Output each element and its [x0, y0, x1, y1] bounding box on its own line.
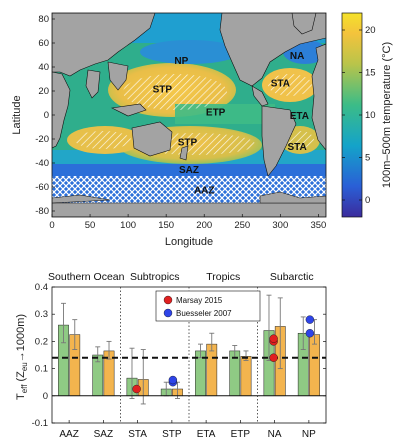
- bar-chart: Southern Ocean Subtropics Tropics Subarctic…: [15, 271, 327, 440]
- region-label-saz: SAZ: [179, 165, 199, 176]
- region-label-eta: ETA: [290, 111, 309, 122]
- region-label-etp: ETP: [206, 107, 226, 118]
- bar-etp-s2: [240, 356, 252, 397]
- colorbar-tick-label: 15: [365, 68, 376, 79]
- marker-buesseler-np: [305, 329, 315, 338]
- category-label-sta: STA: [128, 429, 147, 440]
- category-label-stp: STP: [162, 429, 182, 440]
- bar-y-tick-label: 0.1: [35, 364, 48, 375]
- literature-markers: [132, 315, 315, 394]
- bar-y-label: Teff(Zeu→1000m): [15, 314, 29, 400]
- map-y-tick-label: 80: [38, 14, 49, 25]
- map-y-tick-label: -60: [35, 182, 49, 193]
- marker-buesseler-np: [305, 315, 315, 324]
- map-x-tick-label: 0: [49, 220, 54, 231]
- category-label-na: NA: [268, 429, 282, 440]
- temperature-map: 0 50 100 150 200 250 300 350 806040200-20-40-60…: [11, 12, 327, 248]
- bar-eta-s2: [206, 343, 218, 397]
- map-y-label: Latitude: [11, 95, 23, 134]
- group-label: Southern Ocean: [48, 271, 125, 283]
- group-label: Tropics: [206, 271, 240, 283]
- group-label: Subtropics: [130, 271, 180, 283]
- bar-y-tick-label: 0.3: [35, 309, 48, 320]
- marker-buesseler-stp: [168, 375, 178, 385]
- map-y-ticks: 80 60 40 20 0 -20 -40 -60 -80: [35, 14, 55, 217]
- category-label-saz: SAZ: [94, 429, 113, 440]
- group-separators: [120, 287, 258, 423]
- legend: Marsay 2015 Buesseler 2007: [155, 290, 261, 322]
- region-labels: NP NA STA STP ETP ETA STP STA SAZ AAZ: [153, 51, 309, 196]
- map-y-tick-label: -80: [35, 206, 49, 217]
- legend-label-marsay: Marsay 2015: [176, 296, 223, 305]
- region-label-sta: STA: [287, 142, 306, 153]
- legend-box: [155, 290, 261, 322]
- map-y-tick-label: 20: [38, 86, 49, 97]
- bar-y-tick-label: 0.2: [35, 336, 48, 347]
- colorbar-tick-label: 20: [365, 25, 376, 36]
- bars: [58, 294, 320, 405]
- map-x-tick-label: 200: [196, 220, 212, 231]
- map-x-tick-label: 100: [120, 220, 136, 231]
- legend-label-buesseler: Buesseler 2007: [176, 309, 232, 318]
- colorbar-tick-label: 0: [365, 195, 370, 206]
- map-y-tick-label: -40: [35, 158, 49, 169]
- colorbar-label: 100m–500m temperature (°C): [381, 42, 393, 188]
- group-label: Subarctic: [270, 271, 314, 283]
- marker-marsay-na: [269, 334, 278, 343]
- bar-y-tick-label: 0: [43, 391, 48, 402]
- map-x-ticks: 0 50 100 150 200 250 300 350: [49, 214, 326, 231]
- map-x-tick-label: 150: [158, 220, 174, 231]
- map-y-tick-label: 60: [38, 38, 49, 49]
- category-label-eta: ETA: [197, 429, 216, 440]
- legend-marker-marsay: [163, 295, 173, 305]
- map-x-tick-label: 250: [234, 220, 250, 231]
- marker-marsay-na: [269, 353, 278, 362]
- category-label-aaz: AAZ: [59, 429, 78, 440]
- colorbar-tick-label: 5: [365, 153, 370, 164]
- category-label-etp: ETP: [231, 429, 251, 440]
- region-label-stp: STP: [153, 85, 173, 96]
- map-x-tick-label: 50: [85, 220, 96, 231]
- map-x-tick-label: 300: [272, 220, 288, 231]
- bar-y-tick-label: -0.1: [32, 418, 48, 429]
- category-labels: AAZ SAZ STA STP ETA ETP NA NP: [59, 420, 316, 440]
- group-labels: Southern Ocean Subtropics Tropics Subarctic: [48, 271, 314, 283]
- colorbar-tick-label: 10: [365, 110, 376, 121]
- land: [52, 13, 326, 217]
- region-label-np: NP: [174, 56, 188, 67]
- map-x-tick-label: 350: [310, 220, 326, 231]
- marker-marsay-sta: [132, 384, 141, 394]
- region-label-sta: STA: [271, 79, 290, 90]
- colorbar-ticks: 0 5 10 15 20: [342, 25, 376, 206]
- legend-marker-buesseler: [163, 308, 173, 318]
- stp-north-hatch: [123, 74, 227, 110]
- map-y-tick-label: -20: [35, 134, 49, 145]
- north-pacific-cold: [140, 40, 240, 64]
- colorbar: 0 5 10 15 20 100m–500m temperature (°C): [341, 12, 393, 218]
- map-y-tick-label: 0: [44, 110, 49, 121]
- region-label-na: NA: [290, 51, 304, 62]
- bar-y-tick-label: 0.4: [35, 282, 48, 293]
- category-label-np: NP: [302, 429, 316, 440]
- region-label-stp: STP: [178, 137, 198, 148]
- map-y-tick-label: 40: [38, 62, 49, 73]
- region-label-aaz: AAZ: [194, 185, 215, 196]
- map-x-label: Longitude: [165, 236, 213, 248]
